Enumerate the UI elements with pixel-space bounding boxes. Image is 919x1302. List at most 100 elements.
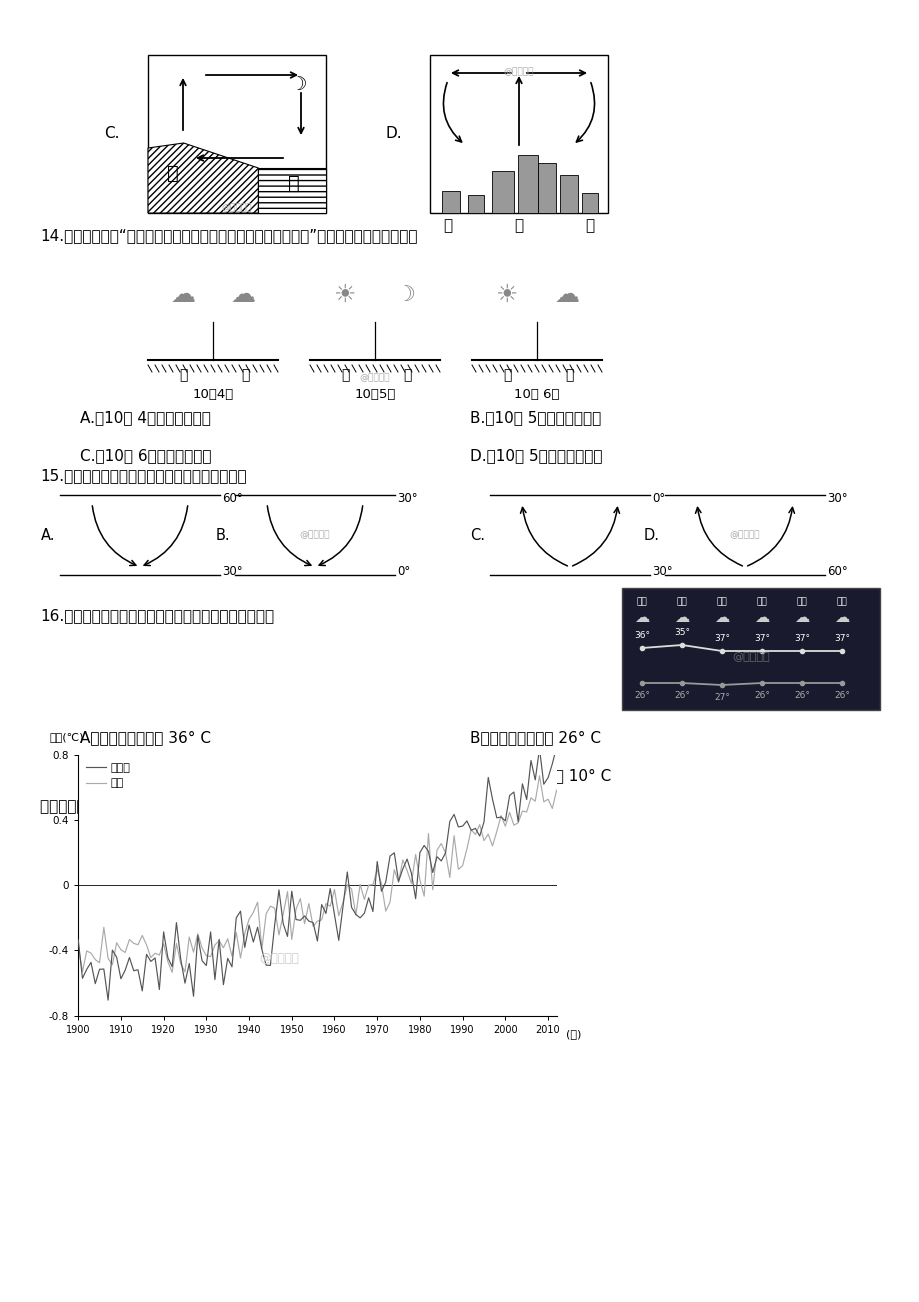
北半球 — [73, 932, 84, 948]
Text: C．多云、气温日较差 10° C: C．多云、气温日较差 10° C — [80, 768, 220, 783]
全球 — [73, 937, 84, 953]
全球 — [533, 768, 544, 784]
Text: 乡: 乡 — [443, 217, 452, 233]
全球 — [436, 836, 447, 852]
Text: 26°: 26° — [834, 691, 849, 700]
Text: 26°: 26° — [633, 691, 649, 700]
Text: 城: 城 — [514, 217, 523, 233]
北半球 — [436, 853, 447, 868]
Bar — [560, 174, 577, 214]
Bar — [582, 193, 597, 214]
Text: A．小雨、最高气温 36° C: A．小雨、最高气温 36° C — [80, 730, 210, 745]
Legend: 北半球, 全球: 北半球, 全球 — [84, 760, 132, 790]
Text: 周三: 周三 — [755, 598, 766, 607]
Text: 26°: 26° — [674, 691, 689, 700]
Text: 夜: 夜 — [241, 368, 249, 381]
Text: 0°: 0° — [397, 565, 410, 578]
Text: 30°: 30° — [221, 565, 243, 578]
Text: 26°: 26° — [793, 691, 809, 700]
Text: @正确教育: @正确教育 — [300, 530, 330, 539]
全球 — [166, 965, 177, 980]
Text: B．晴朗、最低气温 26° C: B．晴朗、最低气温 26° C — [470, 730, 600, 745]
全球 — [231, 924, 242, 940]
Text: 0°: 0° — [652, 492, 664, 505]
北半球 — [90, 975, 101, 991]
Bar — [492, 171, 514, 214]
Text: D.、10月 5日恰逢冷锋过境: D.、10月 5日恰逢冷锋过境 — [470, 448, 602, 464]
Text: C.: C. — [105, 126, 119, 142]
Polygon shape — [258, 168, 325, 214]
北半球 — [521, 792, 532, 807]
Text: ☁: ☁ — [554, 283, 579, 307]
Text: 周二: 周二 — [716, 598, 727, 607]
Line: 北半球: 北半球 — [78, 747, 556, 1000]
Text: B.、10月 5日昼夜温差最大: B.、10月 5日昼夜温差最大 — [470, 410, 601, 424]
Text: 30°: 30° — [397, 492, 417, 505]
Text: 陆: 陆 — [167, 164, 178, 182]
Text: 下图为北半球和全球平均气温距平（相对于 1971～2000 年平均値）变化图。完成下题。: 下图为北半球和全球平均气温距平（相对于 1971～2000 年平均値）变化图。完… — [40, 798, 437, 812]
Bar — [441, 191, 460, 214]
Text: 夜: 夜 — [564, 368, 573, 381]
Text: 昼: 昼 — [178, 368, 187, 381]
Text: 周五: 周五 — [835, 598, 846, 607]
北半球 — [550, 740, 562, 755]
Text: 37°: 37° — [754, 634, 769, 643]
Text: C.、10月 6日最易出现霜冻: C.、10月 6日最易出现霜冻 — [80, 448, 211, 464]
Text: @正确教育: @正确教育 — [504, 66, 534, 76]
Text: @正确教育: @正确教育 — [359, 372, 390, 381]
Text: 昼: 昼 — [503, 368, 511, 381]
Text: @正确教育: @正确教育 — [259, 952, 299, 965]
Bar — [621, 589, 879, 710]
Text: 16.　读图，玲玲在手机上看到的天气预报图，周二天气: 16. 读图，玲玲在手机上看到的天气预报图，周二天气 — [40, 608, 274, 622]
Text: 60°: 60° — [221, 492, 243, 505]
Text: 昨天: 昨天 — [636, 598, 647, 607]
Text: ☁: ☁ — [793, 611, 809, 625]
北半球 — [85, 954, 96, 970]
Text: ☁: ☁ — [170, 283, 196, 307]
全球 — [521, 805, 532, 820]
Text: 10月4日: 10月4日 — [192, 388, 233, 401]
Bar — [538, 163, 555, 214]
Text: ☽: ☽ — [289, 76, 306, 95]
Line: 全球: 全球 — [78, 776, 556, 973]
全球 — [550, 783, 562, 798]
Text: B.: B. — [215, 527, 230, 543]
Bar — [148, 55, 325, 214]
Text: 15.　下面四幅图中表示南半球信风带的是：（）: 15. 下面四幅图中表示南半球信风带的是：（） — [40, 467, 246, 483]
Bar — [517, 155, 538, 214]
Text: A.、10月 4日平均气温最高: A.、10月 4日平均气温最高 — [80, 410, 210, 424]
全球 — [473, 816, 484, 832]
北半球 — [103, 992, 114, 1008]
Text: ☁: ☁ — [834, 611, 849, 625]
Text: 乡: 乡 — [584, 217, 594, 233]
北半球 — [231, 910, 242, 926]
Text: 今天: 今天 — [675, 598, 686, 607]
北半球 — [473, 828, 484, 844]
Text: 60°: 60° — [826, 565, 846, 578]
Text: ☁: ☁ — [674, 611, 689, 625]
Text: C.: C. — [470, 527, 484, 543]
Text: 10月 6日: 10月 6日 — [514, 388, 559, 401]
Text: 35°: 35° — [674, 628, 689, 637]
Text: ☀: ☀ — [334, 283, 356, 307]
Text: 周四: 周四 — [796, 598, 807, 607]
Text: 距平(℃): 距平(℃) — [50, 732, 84, 742]
Bar — [468, 195, 483, 214]
全球 — [90, 952, 101, 967]
Text: ☽: ☽ — [394, 285, 414, 305]
Text: A.: A. — [40, 527, 55, 543]
Text: @正确教育: @正确教育 — [732, 652, 769, 661]
Text: D.: D. — [385, 126, 402, 142]
Text: 昼: 昼 — [341, 368, 349, 381]
Text: 37°: 37° — [793, 634, 809, 643]
Text: ☁: ☁ — [634, 611, 649, 625]
全球 — [85, 945, 96, 961]
Text: @正确教育: @正确教育 — [729, 530, 759, 539]
Text: ☁: ☁ — [754, 611, 769, 625]
Text: 37°: 37° — [834, 634, 849, 643]
Text: 夜: 夜 — [403, 368, 411, 381]
Text: ☁: ☁ — [230, 283, 255, 307]
Text: 37°: 37° — [713, 634, 729, 643]
Bar — [429, 55, 607, 214]
Text: (年): (年) — [565, 1029, 581, 1039]
